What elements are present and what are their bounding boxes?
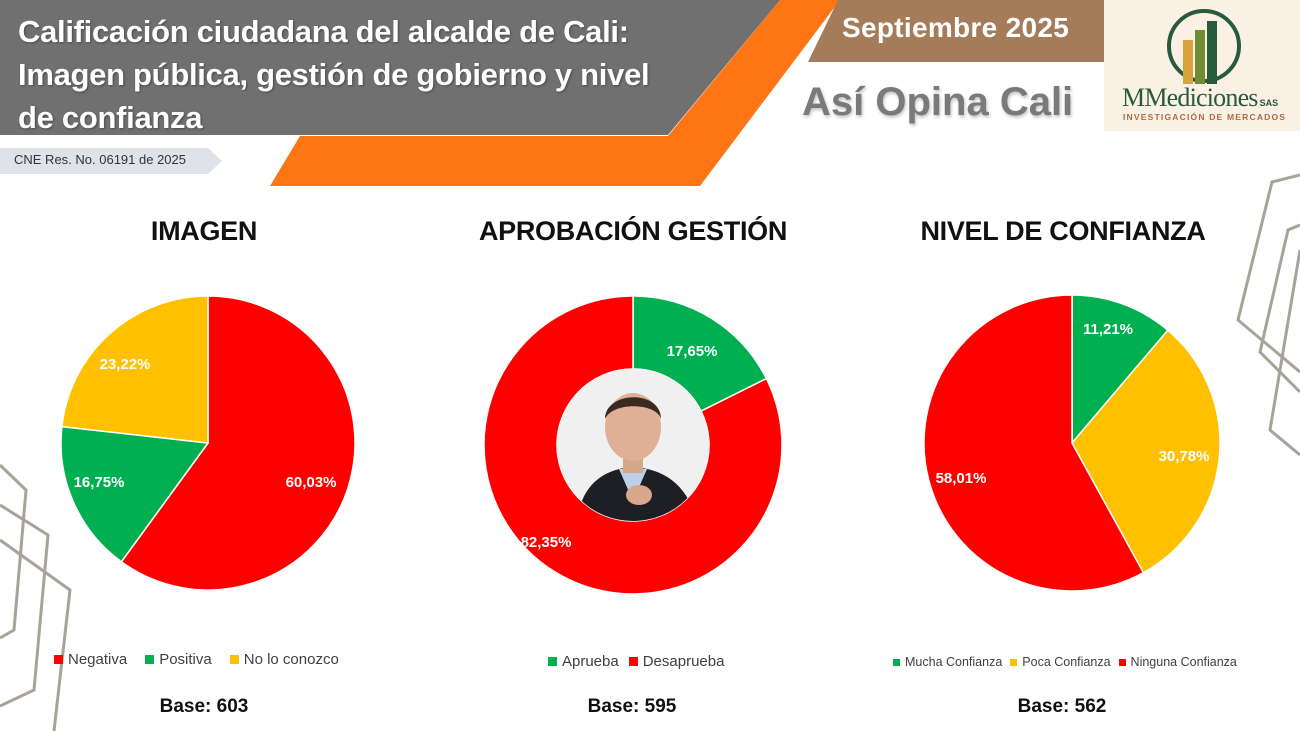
green-swatch-icon (893, 658, 900, 666)
legend-confianza: Mucha Confianza Poca Confianza Ninguna C… (893, 655, 1237, 669)
legend-item-poca-confianza: Poca Confianza (1010, 655, 1111, 669)
logo-name: MMediciones SAS (1122, 83, 1279, 112)
date-banner (808, 0, 1104, 62)
slice-label: 17,65% (667, 343, 718, 360)
title-banner (0, 0, 780, 135)
yellow-swatch-icon (229, 655, 239, 664)
pie-chart-imagen: 60,03% 16,75% 23,22% (60, 295, 356, 591)
page-title: Calificación ciudadana del alcalde de Ca… (18, 10, 718, 139)
person-portrait-icon (557, 369, 709, 521)
company-logo: MMediciones SAS INVESTIGACIÓN DE MERCADOS (1104, 0, 1300, 131)
tagline: Así Opina Cali (802, 80, 1074, 124)
chart-title-aprobacion: APROBACIÓN GESTIÓN (478, 216, 788, 246)
slice-label: 23,22% (100, 356, 151, 373)
slice-label: 30,78% (1159, 448, 1210, 465)
red-swatch-icon (1118, 658, 1126, 666)
yellow-swatch-icon (1010, 658, 1018, 666)
legend-item-positiva: Positiva (145, 651, 212, 668)
pie-slice (1071, 329, 1221, 574)
green-swatch-icon (145, 655, 155, 664)
slice-label: 11,21% (1083, 321, 1133, 338)
pie-slice (1071, 294, 1169, 446)
legend-item-negativa: Negativa (54, 651, 127, 668)
pie-chart-confianza: 11,21% 30,78% 58,01% (923, 294, 1221, 592)
legend-imagen: Negativa Positiva No lo conozco (54, 651, 339, 668)
base-aprobacion: Base: 595 (587, 696, 677, 717)
slice-label: 16,75% (74, 474, 125, 491)
chart-title-imagen: IMAGEN (150, 216, 258, 246)
title-line-3: de confianza (18, 100, 203, 135)
cne-resolution: CNE Res. No. 06191 de 2025 (14, 152, 186, 167)
legend-aprobacion: Aprueba Desaprueba (548, 653, 724, 670)
base-imagen: Base: 603 (159, 696, 249, 717)
title-line-1: Calificación ciudadana del alcalde de Ca… (18, 14, 629, 49)
title-line-2: Imagen pública, gestión de gobierno y ni… (18, 57, 650, 92)
red-swatch-icon (54, 655, 63, 664)
legend-item-aprueba: Aprueba (548, 653, 619, 670)
base-confianza: Base: 562 (1017, 696, 1107, 717)
survey-date: Septiembre 2025 (842, 12, 1070, 43)
legend-item-desaprueba: Desaprueba (628, 653, 724, 670)
legend-item-mucha-confianza: Mucha Confianza (893, 655, 1002, 669)
slice-label: 58,01% (936, 470, 987, 487)
pie-slice (923, 294, 1145, 592)
logo-subtitle: INVESTIGACIÓN DE MERCADOS (1123, 112, 1287, 122)
orange-stripe (270, 0, 840, 186)
slice-label: 82,35% (521, 534, 572, 551)
hexagon-outline-left (0, 463, 72, 731)
mayor-photo (557, 369, 709, 521)
legend-item-no-lo-conozco: No lo conozco (229, 651, 339, 668)
pie-slice (120, 295, 356, 591)
pie-slice (60, 425, 210, 563)
chart-title-confianza: NIVEL DE CONFIANZA (920, 216, 1206, 246)
slice-label: 60,03% (286, 474, 337, 491)
bar-chart-circle-icon (1167, 9, 1241, 84)
green-swatch-icon (548, 657, 557, 666)
hexagon-outline-right (1236, 173, 1300, 457)
pie-slice (61, 295, 209, 444)
cne-tag (0, 148, 222, 174)
legend-item-ninguna-confianza: Ninguna Confianza (1118, 655, 1237, 669)
red-swatch-icon (628, 657, 638, 666)
